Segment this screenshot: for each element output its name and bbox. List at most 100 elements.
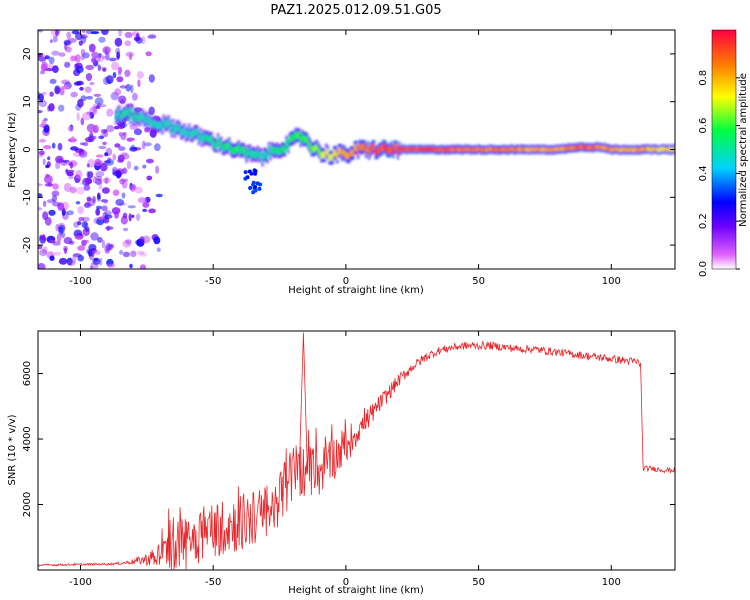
ridge-core [662,146,665,152]
noise-blob [52,241,61,246]
noise-blob [118,146,126,152]
ridge-core [543,146,546,151]
ridge-core [287,143,290,150]
ridge-core [489,146,492,151]
ridge-core [457,147,460,152]
noise-blob [125,239,132,245]
y-tick-label: 10 [22,95,33,108]
ridge-core [514,147,517,153]
noise-blob [124,69,131,78]
noise-blob [77,206,84,215]
ridge-core [366,144,369,152]
ridge-core [409,146,412,151]
ridge-core [557,147,560,152]
ridge-core [476,147,479,152]
ridge-core [398,145,401,152]
ridge-core [266,153,269,160]
ridge-core [245,152,248,160]
noise-blob [66,31,72,39]
noise-blob [98,160,103,165]
noise-blob [94,175,102,181]
noise-blob [126,137,135,142]
noise-blob [80,49,86,56]
noise-blob [116,76,124,83]
noise-blob [139,236,145,245]
ridge-core [197,134,200,142]
ridge-core [419,147,422,152]
ridge-core [595,144,599,149]
noise-blob [85,73,93,81]
ridge-core [318,149,321,156]
ridge-core [645,146,648,151]
ridge-core [575,145,578,150]
ridge-core [250,151,253,159]
noise-blob [43,145,52,150]
spur-blob [255,181,260,186]
noise-blob [142,208,148,212]
noise-blob [122,132,127,136]
snr-y-axis-label: SNR (10 * v/v) [7,414,18,485]
ridge-core [207,135,210,142]
ridge-core [272,147,275,154]
ridge-core [349,151,352,158]
snr-x-ticks: -100 -50 0 50 100 [69,331,621,588]
ridge-core [129,113,132,121]
noise-blob [106,263,116,268]
noise-blob [76,186,85,195]
ridge-core [548,147,551,152]
ridge-core [229,145,232,152]
noise-blob [95,250,101,256]
ridge-core [138,116,142,123]
ridge-core [248,147,251,155]
noise-blob [153,143,161,152]
ridge-core [115,114,118,121]
ridge-core [646,146,650,151]
ridge-core [307,140,310,147]
ridge-core [498,147,501,153]
ridge-core [420,147,423,152]
noise-blob [38,99,47,108]
noise-blob [118,30,122,37]
noise-blob [49,91,54,97]
noise-blob [63,182,72,192]
ridge-core [492,147,495,152]
noise-blob [108,79,112,85]
noise-blob [129,52,133,61]
ridge-core [119,114,122,122]
ridge-core [368,149,371,157]
ridge-core [635,147,638,152]
noise-blob [39,249,48,257]
ridge-core [436,147,439,153]
spectrogram-y-ticks: -20 -10 0 10 20 [22,48,675,253]
ridge-core [208,136,212,144]
ridge-core [540,147,543,152]
noise-blob [139,264,147,269]
ridge-core [463,147,466,152]
noise-blob [145,158,154,164]
noise-blob [141,36,146,45]
noise-blob [94,56,101,62]
ridge-core [302,136,306,143]
x-tick-label: 50 [472,577,485,588]
noise-blob [128,213,132,222]
noise-blob [76,112,80,121]
noise-blob [83,142,89,147]
ridge-core [586,145,589,150]
ridge-core [242,146,245,154]
ridge-core [546,147,549,153]
noise-blob [98,145,107,150]
noise-blob [105,52,110,61]
ridge-core [204,135,207,143]
noise-blob [80,117,85,126]
noise-blob [67,125,74,132]
noise-blob [42,122,47,127]
ridge-core [234,146,237,154]
ridge-core [244,148,247,156]
noise-blob [134,186,143,194]
ridge-core [183,126,186,134]
ridge-core [532,147,535,152]
ridge-core [358,143,361,150]
ridge-core [304,135,307,143]
ridge-core [610,147,613,152]
ridge-core [352,149,355,157]
